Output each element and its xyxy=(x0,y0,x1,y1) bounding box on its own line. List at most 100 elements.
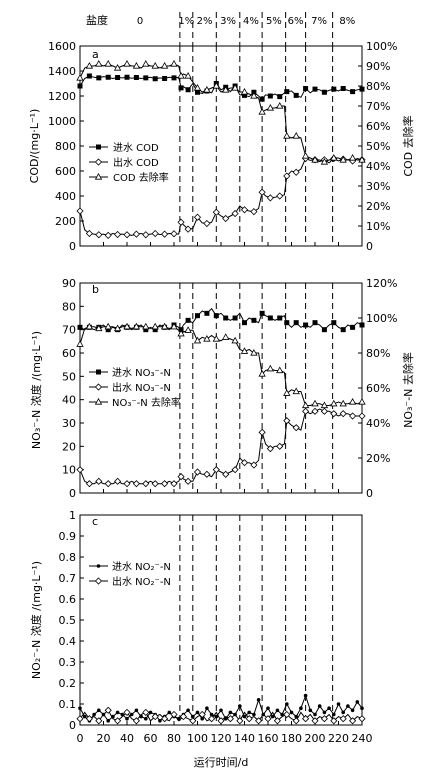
series-1-point xyxy=(185,317,191,323)
y2-tick-label: 60% xyxy=(366,120,390,133)
y2-tick-label: 100% xyxy=(366,40,397,53)
series-2-point xyxy=(245,715,253,723)
series-2-point xyxy=(222,214,230,223)
panel-b-y2label: NO₃⁻-N 去除率 xyxy=(401,352,415,428)
series-2-point xyxy=(320,407,328,415)
series-1-point xyxy=(205,706,209,710)
series-2-point xyxy=(231,209,239,218)
series-3-point xyxy=(292,387,300,395)
x-tick-label: 80 xyxy=(167,732,181,745)
series-2-point xyxy=(292,424,300,432)
series-2-point xyxy=(276,192,284,200)
series-2-point xyxy=(203,470,211,478)
series-2-point xyxy=(273,717,281,725)
panel-b-legend: 进水 NO₃⁻-N 出水 NO₃⁻-N NO₃⁻-N 去除率 xyxy=(89,367,181,409)
series-1-point xyxy=(228,710,233,715)
series-1-point xyxy=(148,710,153,715)
series-3-point xyxy=(142,322,150,330)
series-3-point xyxy=(301,401,310,409)
series-1-point xyxy=(105,327,111,333)
x-axis-label: 运行时间/d xyxy=(194,756,249,769)
y-tick-label: 10 xyxy=(62,464,76,477)
series-1-point xyxy=(213,313,219,319)
series-2-point xyxy=(208,715,216,723)
panel-c-letter: c xyxy=(92,515,98,528)
salinity-level-3: 3% xyxy=(220,16,236,27)
series-2-point xyxy=(114,717,122,725)
y2-tick-label: 120% xyxy=(366,277,397,290)
series-3-point xyxy=(76,73,84,81)
series-1-point xyxy=(312,86,318,92)
panel-a-ylabel: COD/(mg·L⁻¹) xyxy=(28,109,41,184)
series-3-point xyxy=(160,61,169,69)
series-2-point xyxy=(212,466,220,474)
legend-marker-3 xyxy=(94,172,103,180)
series-1-point xyxy=(280,712,284,717)
series-1-point xyxy=(340,86,346,91)
series-2-point xyxy=(170,230,178,238)
series-3-point xyxy=(85,61,94,69)
series-3-point xyxy=(212,334,220,342)
series-3-point xyxy=(184,326,192,333)
series-2-point xyxy=(258,188,266,196)
series-2-point xyxy=(302,715,310,723)
series-2-point xyxy=(170,480,178,488)
series-1-point xyxy=(350,89,356,95)
series-2-point xyxy=(320,715,328,723)
series-3-point xyxy=(358,397,366,405)
series-2-point xyxy=(283,710,291,719)
series-2-point xyxy=(123,480,131,488)
series-1-point xyxy=(360,706,364,710)
salinity-level-8: 8% xyxy=(339,16,355,27)
series-1-point xyxy=(247,710,251,715)
series-1-point xyxy=(327,706,331,710)
series-2-point xyxy=(85,480,93,488)
series-2-point xyxy=(330,410,338,418)
series-2-point xyxy=(292,168,300,176)
series-1-point xyxy=(355,700,360,704)
series-1-point xyxy=(238,704,242,708)
y-tick-label: 400 xyxy=(55,190,76,203)
series-2-point xyxy=(104,480,112,488)
series-2-point xyxy=(76,207,84,215)
series-3-point xyxy=(231,336,239,344)
series-1-point xyxy=(359,322,365,328)
panel-b-ticks: 0 10 20 30 40 50 60 70 80 90 0 20% 40% 60% 80% 100% 120% xyxy=(62,277,397,500)
series-2-point xyxy=(264,715,272,723)
x-tick-label: 120 xyxy=(211,732,232,745)
panel-c-x-ticks: 0 20 40 60 80 100 120 140 160 180 200 220 240 xyxy=(77,732,373,745)
series-1-point xyxy=(200,716,204,721)
series-1-point xyxy=(317,704,322,708)
series-3-point xyxy=(95,324,103,332)
salinity-label: 盐度 xyxy=(86,13,108,27)
series-1-point xyxy=(186,708,190,713)
series-3-point xyxy=(76,340,84,347)
series-2-point xyxy=(349,412,357,420)
series-1-point xyxy=(275,708,280,713)
series-3-point xyxy=(311,399,319,407)
series-2-point xyxy=(358,715,366,723)
series-2-point xyxy=(123,708,131,716)
series-2-point xyxy=(358,412,366,420)
series-2-point xyxy=(349,717,357,725)
series-1-point xyxy=(209,712,214,717)
panel-b-series xyxy=(76,307,366,488)
series-3-point xyxy=(177,329,185,337)
legend-marker-2 xyxy=(94,383,103,391)
series-1-point xyxy=(232,315,238,321)
y2-tick-label: 60% xyxy=(366,382,390,395)
series-1-point xyxy=(284,89,290,95)
series-line-2 xyxy=(79,408,362,485)
y2-tick-label: 80% xyxy=(366,347,390,360)
series-2-point xyxy=(76,715,84,723)
series-3-point xyxy=(292,131,300,139)
x-tick-label: 40 xyxy=(120,732,134,745)
legend-marker-2 xyxy=(94,577,103,585)
series-2-point xyxy=(339,715,347,723)
series-3-point xyxy=(330,153,338,161)
series-1-point xyxy=(129,712,134,717)
panel-c-legend-marks xyxy=(89,564,108,585)
series-2-point xyxy=(151,713,159,721)
salinity-level-4: 4% xyxy=(243,16,259,27)
